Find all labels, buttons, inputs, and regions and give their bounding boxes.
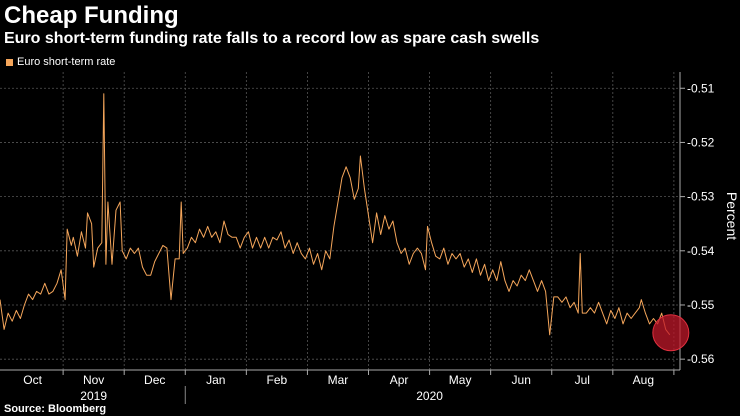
source-note: Source: Bloomberg [4, 403, 107, 415]
chart-subtitle: Euro short-term funding rate falls to a … [4, 30, 540, 47]
record-low-highlight [652, 314, 690, 352]
x-tick-label: Jul [575, 373, 590, 387]
x-tick-label: Apr [390, 373, 409, 387]
series-line-euro-short-term-rate [0, 93, 671, 336]
x-tick-label: Oct [23, 373, 42, 387]
x-tick-label: Nov [83, 373, 104, 387]
x-tick-label: Jun [512, 373, 531, 387]
axes: -0.51 -0.52 -0.53 -0.54 -0.55 -0.56 Oct Nov Dec J… [0, 72, 740, 404]
x-tick-label: Dec [144, 373, 165, 387]
x-tick-label: Aug [633, 373, 654, 387]
chart-title: Cheap Funding [4, 2, 179, 29]
highlight-layer [652, 314, 690, 352]
y-tick-label: -0.52 [687, 135, 715, 149]
x-tick-label: May [449, 373, 472, 387]
y-tick-label: -0.55 [687, 298, 715, 312]
x-tick-label: Jan [206, 373, 225, 387]
y-tick-label: -0.51 [687, 81, 715, 95]
x-tick-label: Feb [267, 373, 288, 387]
grid [0, 72, 680, 370]
y-tick-label: -0.56 [687, 352, 715, 366]
year-label: 2019 [80, 389, 107, 403]
y-tick-label: -0.53 [687, 190, 715, 204]
legend: Euro short-term rate [6, 56, 115, 68]
legend-swatch [6, 58, 13, 66]
series-layer [0, 93, 671, 336]
year-label: 2020 [416, 389, 443, 403]
legend-label: Euro short-term rate [17, 56, 116, 68]
x-tick-label: Mar [328, 373, 349, 387]
y-tick-label: -0.54 [687, 244, 715, 258]
y-axis-label: Percent [724, 192, 740, 240]
